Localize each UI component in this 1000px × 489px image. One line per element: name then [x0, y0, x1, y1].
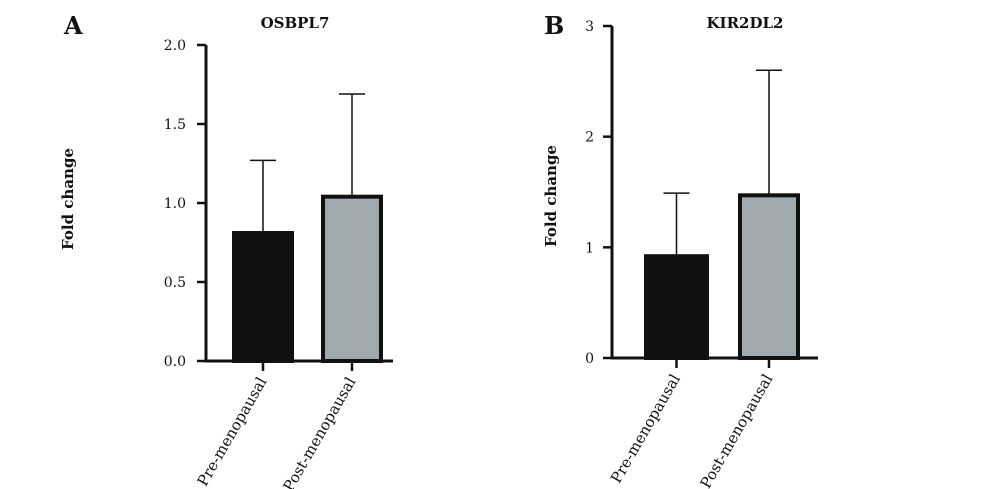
panel-a-category-label: Pre-menopausal: [194, 374, 271, 489]
panel-a-y-tick-label: 1.0: [164, 196, 186, 212]
panel-b-category-label: Pre-menopausal: [607, 371, 684, 486]
panel-a-title: OSBPL7: [261, 14, 330, 32]
panel-a-y-tick-label: 0.0: [164, 354, 186, 370]
panel-a-y-tick-label: 2.0: [164, 38, 186, 54]
panel-a-category-label: Post-menopausal: [280, 374, 360, 489]
panel-b-plot: 0 1 2 3 Pre-menopausal Post-menopausal: [585, 19, 818, 489]
panel-b-y-tick-label: 2: [585, 130, 594, 146]
panel-b-y-tick-label: 3: [585, 19, 594, 35]
panel-b-y-tick-label: 0: [585, 351, 594, 367]
panel-a-y-tick-label: 1.5: [164, 117, 186, 133]
panel-a-bar-post: [321, 194, 383, 363]
panel-b-category-label: Post-menopausal: [697, 371, 777, 489]
panel-a: A OSBPL7 Fold change 0.0 0.5 1.0 1.5 2.0 Pre-…: [59, 11, 393, 489]
panel-b-bar-pre: [644, 254, 709, 361]
panel-a-y-tick-label: 0.5: [164, 275, 186, 291]
panel-b-title: KIR2DL2: [707, 14, 784, 32]
panel-b-letter: B: [544, 11, 564, 40]
panel-a-letter: A: [63, 11, 83, 40]
panel-b-y-tick-label: 1: [585, 240, 594, 256]
panel-a-plot: 0.0 0.5 1.0 1.5 2.0 Pre-menopausal Post-menopa…: [164, 38, 393, 489]
panel-b-y-axis-label: Fold change: [542, 145, 560, 247]
panel-b: B KIR2DL2 Fold change 0 1 2 3 Pre-menopausal…: [542, 11, 818, 489]
panel-a-y-axis-label: Fold change: [59, 148, 77, 250]
panel-a-bar-pre: [232, 231, 294, 364]
panel-b-bar-post: [738, 193, 800, 360]
